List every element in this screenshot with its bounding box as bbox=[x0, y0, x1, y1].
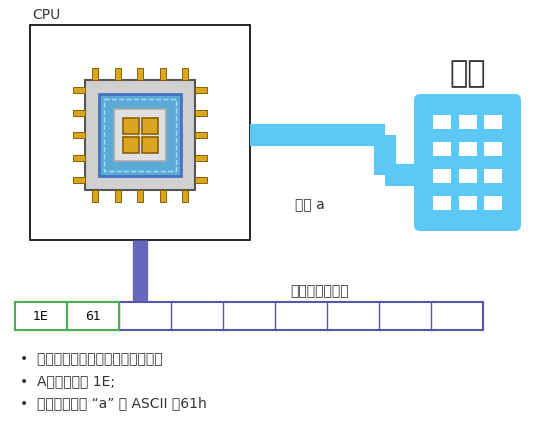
Text: •  键盘输入字母 “a” 的 ASCII 码61h: • 键盘输入字母 “a” 的 ASCII 码61h bbox=[20, 396, 207, 410]
Bar bbox=[67, 302, 119, 330]
Bar bbox=[433, 196, 451, 210]
Text: •  没有按下切换键，所以为小写字母: • 没有按下切换键，所以为小写字母 bbox=[20, 352, 163, 366]
Bar bbox=[85, 80, 195, 190]
Bar bbox=[195, 132, 207, 138]
Bar bbox=[104, 99, 176, 171]
Bar bbox=[433, 115, 451, 129]
Bar bbox=[182, 190, 188, 202]
Bar bbox=[92, 68, 98, 80]
Bar bbox=[73, 109, 85, 115]
Text: CPU: CPU bbox=[32, 8, 60, 22]
Text: 1E: 1E bbox=[33, 309, 49, 323]
Bar bbox=[459, 196, 476, 210]
Bar bbox=[73, 154, 85, 160]
Bar bbox=[137, 190, 143, 202]
Bar bbox=[195, 109, 207, 115]
Bar bbox=[73, 177, 85, 183]
Bar bbox=[459, 115, 476, 129]
Bar bbox=[114, 190, 121, 202]
Text: 键盘: 键盘 bbox=[449, 59, 486, 88]
Bar bbox=[433, 169, 451, 183]
Bar bbox=[195, 177, 207, 183]
Bar bbox=[114, 68, 121, 80]
Bar bbox=[99, 94, 181, 176]
Text: 输入 a: 输入 a bbox=[295, 198, 325, 212]
Bar bbox=[484, 142, 502, 156]
Bar bbox=[73, 132, 85, 138]
Bar bbox=[433, 142, 451, 156]
Text: 61: 61 bbox=[85, 309, 101, 323]
Bar bbox=[160, 190, 165, 202]
Bar bbox=[73, 87, 85, 93]
Text: 键盘缓冲区为空: 键盘缓冲区为空 bbox=[290, 284, 349, 298]
Bar bbox=[30, 25, 250, 240]
Bar bbox=[142, 118, 157, 133]
Bar bbox=[484, 115, 502, 129]
Bar bbox=[195, 154, 207, 160]
Bar bbox=[484, 196, 502, 210]
Bar bbox=[15, 302, 67, 330]
Bar bbox=[92, 190, 98, 202]
Bar bbox=[114, 109, 166, 161]
Bar bbox=[122, 118, 139, 133]
Bar bbox=[459, 142, 476, 156]
Bar bbox=[137, 68, 143, 80]
FancyBboxPatch shape bbox=[414, 94, 521, 231]
Bar bbox=[182, 68, 188, 80]
Bar bbox=[122, 136, 139, 152]
Bar bbox=[195, 87, 207, 93]
Text: •  A键的扫描码 1E;: • A键的扫描码 1E; bbox=[20, 374, 115, 388]
Bar bbox=[484, 169, 502, 183]
Bar bbox=[142, 136, 157, 152]
Bar bbox=[15, 302, 483, 330]
Bar bbox=[459, 169, 476, 183]
Bar bbox=[160, 68, 165, 80]
